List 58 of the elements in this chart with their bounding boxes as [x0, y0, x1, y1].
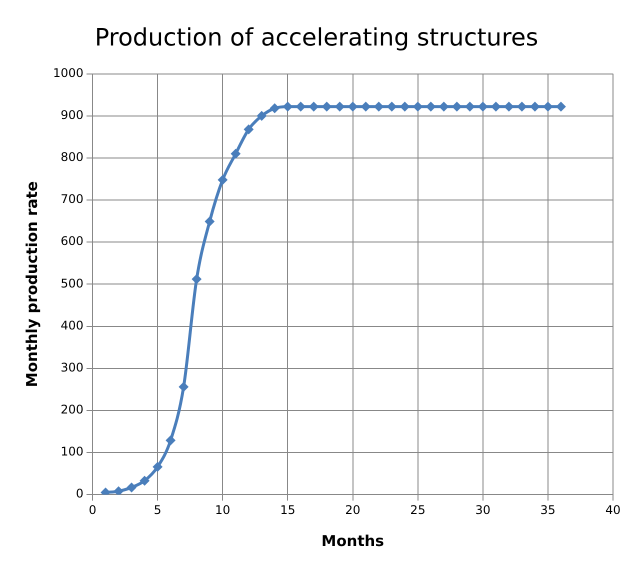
- point: [542, 102, 553, 112]
- point: [308, 102, 319, 112]
- y-tick-label: 1000: [52, 66, 84, 80]
- x-tick-label: 5: [154, 502, 162, 517]
- point: [126, 482, 137, 492]
- point: [270, 103, 280, 114]
- point: [478, 102, 488, 112]
- y-tick-label: 900: [60, 108, 84, 122]
- x-axis-title: Months: [321, 532, 384, 550]
- point: [178, 382, 189, 392]
- y-tick-label: 700: [60, 192, 84, 206]
- point: [140, 476, 150, 486]
- x-tick-label: 15: [280, 502, 296, 517]
- point: [218, 174, 228, 185]
- x-tick-label: 0: [88, 502, 96, 517]
- point: [438, 102, 449, 112]
- point: [504, 102, 514, 112]
- point: [412, 102, 423, 112]
- point: [152, 462, 163, 472]
- point: [374, 102, 384, 112]
- point: [516, 102, 527, 112]
- point: [296, 102, 306, 112]
- y-tick-label: 0: [76, 486, 84, 501]
- point: [452, 102, 462, 112]
- point: [114, 486, 124, 495]
- point: [244, 124, 254, 134]
- x-tick-label: 40: [605, 502, 621, 517]
- point: [256, 110, 267, 121]
- y-tick-label: 400: [60, 318, 84, 332]
- point: [464, 102, 475, 112]
- point: [166, 435, 176, 446]
- x-tick-label: 35: [540, 502, 556, 517]
- point: [282, 102, 293, 112]
- y-tick-label: 800: [60, 150, 84, 164]
- point: [230, 148, 241, 159]
- y-tick-label: 300: [60, 360, 84, 374]
- point: [204, 216, 215, 226]
- point: [192, 274, 202, 284]
- point: [490, 102, 501, 112]
- point: [530, 102, 540, 112]
- point: [360, 102, 371, 112]
- y-tick-label: 100: [60, 444, 84, 459]
- x-tick-label: 10: [215, 502, 230, 517]
- x-tick-label: 20: [345, 502, 360, 517]
- y-tick-label: 600: [60, 234, 84, 248]
- point: [334, 102, 345, 112]
- y-tick-label: 500: [60, 276, 84, 290]
- chart-title: Production of accelerating structures: [94, 24, 538, 52]
- x-tick-label: 25: [410, 502, 426, 517]
- y-tick-label: 200: [60, 402, 84, 417]
- point: [322, 102, 332, 112]
- point: [348, 102, 358, 112]
- y-axis-title: Monthly production rate: [22, 181, 41, 388]
- point: [556, 102, 566, 112]
- point: [386, 102, 397, 112]
- point: [426, 102, 436, 112]
- point: [400, 102, 410, 112]
- x-tick-label: 30: [475, 502, 491, 517]
